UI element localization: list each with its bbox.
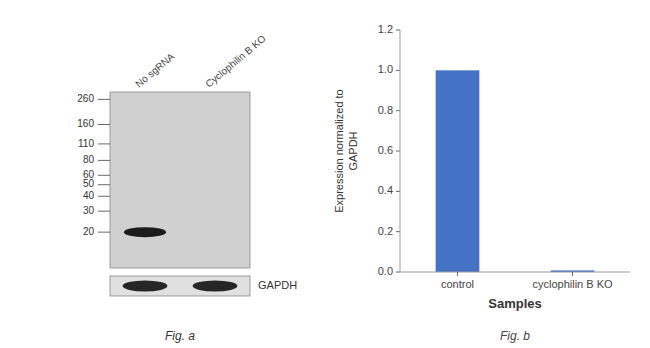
y-axis-label-line: GAPDH: [347, 131, 359, 170]
ladder-label: 20: [83, 226, 95, 237]
ladder-tick: [98, 175, 110, 176]
bar: [436, 70, 480, 272]
y-tick: [396, 30, 400, 31]
y-tick-label: 0.8: [378, 104, 393, 116]
ladder-label: 110: [78, 138, 94, 149]
y-tick: [396, 272, 400, 273]
ladder-label: 30: [83, 205, 95, 216]
x-tick: [572, 272, 573, 276]
y-tick-label: 0.4: [378, 184, 393, 196]
lane-label: No sgRNA: [133, 51, 177, 90]
ladder-tick: [98, 232, 110, 233]
bar-panel: 0.0 0.2 0.4 0.6 0.8 1.0 1.2 control cyclophilin …: [333, 23, 630, 343]
y-tick: [396, 110, 400, 111]
ladder-label: 80: [83, 154, 95, 165]
y-tick: [396, 151, 400, 152]
ladder-tick: [98, 143, 110, 144]
y-axis: [400, 30, 401, 272]
y-axis-label: Expression normalized toGAPDH: [333, 89, 358, 213]
blot-panel: 260160110806050403020No sgRNACyclophilin…: [77, 33, 297, 343]
ladder-tick: [98, 184, 110, 185]
gel: [110, 92, 250, 268]
loading-label: GAPDH: [258, 279, 297, 291]
ladder-label: 160: [77, 118, 94, 129]
bars: [436, 70, 595, 272]
ladder-tick: [98, 160, 110, 161]
panel-caption: Fig. b: [500, 329, 530, 343]
y-tick-label: 0.2: [378, 225, 393, 237]
loading-band: [123, 281, 168, 292]
panel-caption: Fig. a: [165, 329, 195, 343]
chart-root: 260160110806050403020No sgRNACyclophilin…: [0, 0, 650, 348]
loading-band: [193, 281, 238, 292]
ladder-label: 50: [83, 178, 95, 189]
x-axis: [400, 272, 630, 273]
x-tick: [457, 272, 458, 276]
ladder-tick: [98, 196, 110, 197]
lane-label: Cyclophilin B KO: [203, 33, 268, 90]
x-axis-label: Samples: [488, 296, 541, 311]
x-tick-label: control: [441, 278, 474, 290]
ladder-tick: [98, 211, 110, 212]
x-tick-label: cyclophilin B KO: [532, 278, 613, 290]
y-tick: [396, 70, 400, 71]
y-tick-label: 1.2: [378, 23, 393, 35]
ladder-label: 260: [77, 93, 94, 104]
y-tick-label: 0.6: [378, 144, 393, 156]
ladder-label: 40: [83, 190, 95, 201]
y-tick: [396, 191, 400, 192]
y-tick-label: 1.0: [378, 63, 393, 75]
ladder-tick: [98, 99, 110, 100]
ladder-tick: [98, 124, 110, 125]
y-axis-label-line: Expression normalized to: [333, 89, 345, 213]
y-tick-label: 0.0: [378, 265, 393, 277]
y-tick: [396, 231, 400, 232]
protein-band: [124, 227, 166, 237]
loading-strip: [110, 276, 250, 296]
